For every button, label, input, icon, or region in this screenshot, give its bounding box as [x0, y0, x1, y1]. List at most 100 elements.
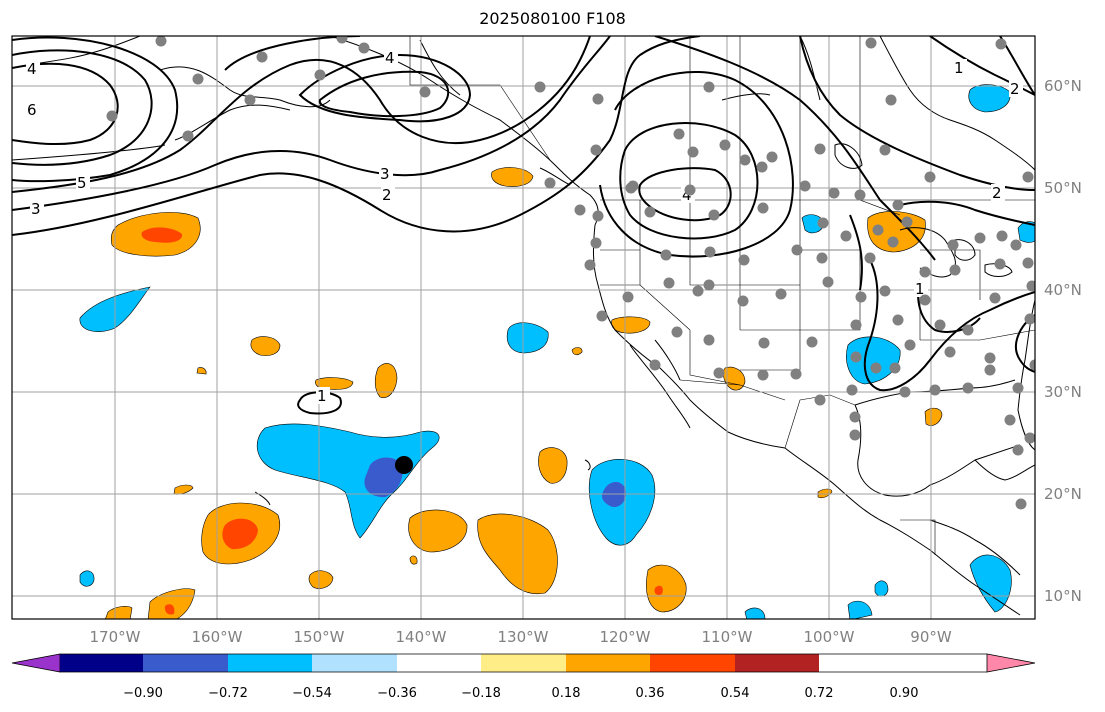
contour-line: [12, 36, 611, 211]
positive-anomaly-blob: [409, 555, 418, 565]
station-dot: [1026, 280, 1035, 292]
contour-line: [12, 49, 153, 166]
lon-tick-label: 170°W: [90, 628, 141, 646]
station-dot: [1024, 313, 1035, 325]
colorbar-cell: [228, 654, 312, 672]
contour-label: 4: [385, 49, 395, 67]
lon-tick-label: 90°W: [910, 628, 952, 646]
station-dot: [358, 42, 370, 54]
station-dot: [974, 232, 986, 244]
station-dot: [192, 73, 204, 85]
negative-anomaly-blob: [79, 570, 95, 587]
contour-labels: 4 6 5 3 4 3 2 1 4 2 1 2 1: [26, 49, 1023, 405]
station-dot: [799, 180, 811, 192]
contour-line: [619, 122, 759, 240]
colorbar-cell: [397, 654, 481, 672]
map-title: 2025080100 F108: [479, 9, 626, 28]
contour-label: 4: [27, 60, 37, 78]
contour-label: 1: [317, 387, 327, 405]
contour-label: 2: [1010, 80, 1020, 98]
contour-line: [12, 62, 119, 145]
station-dot: [901, 216, 913, 228]
contour-line: [899, 200, 1035, 226]
station-dot: [649, 359, 661, 371]
colorbar: −0.90 −0.72 −0.54 −0.36 −0.18 0.18 0.36 …: [11, 653, 1036, 701]
station-dot: [314, 69, 326, 81]
contour-line: [599, 71, 794, 258]
lat-tick-label: 30°N: [1044, 383, 1082, 401]
station-dot: [596, 310, 608, 322]
colorbar-cell: [60, 654, 143, 672]
lon-tick-label: 130°W: [498, 628, 549, 646]
station-dot: [687, 146, 699, 158]
lat-tick-label: 40°N: [1044, 281, 1082, 299]
positive-anomaly-blob: [817, 488, 833, 499]
station-dot: [1022, 257, 1034, 269]
station-dot: [947, 239, 959, 251]
station-dot: [757, 369, 769, 381]
station-dot: [1024, 432, 1035, 444]
colorbar-tick-label: 0.36: [636, 686, 665, 701]
station-dot: [814, 394, 826, 406]
positive-anomaly-blob: [924, 407, 943, 426]
strong-positive-core: [222, 518, 258, 550]
colorbar-tick-label: 0.18: [552, 686, 581, 701]
positive-anomaly-blob: [477, 513, 558, 595]
station-dot: [704, 246, 716, 258]
station-dot: [775, 288, 787, 300]
contour-line: [12, 36, 701, 236]
negative-anomaly-blob: [968, 84, 1011, 113]
graticule: [12, 36, 1035, 619]
contour-line: [638, 167, 732, 222]
strong-positive-core: [164, 604, 175, 615]
colorbar-cell: [143, 654, 228, 672]
station-dot: [790, 368, 802, 380]
positive-anomaly-blob: [250, 336, 281, 356]
positive-anomaly-blob: [491, 167, 534, 187]
lat-tick-label: 60°N: [1044, 77, 1082, 95]
station-dot: [684, 184, 696, 196]
station-dot: [850, 319, 862, 331]
station-dot: [106, 110, 118, 122]
station-dot: [892, 314, 904, 326]
colorbar-tick-label: −0.54: [292, 686, 332, 701]
station-dot: [544, 177, 556, 189]
contour-label: 3: [380, 165, 390, 183]
station-dot: [919, 294, 931, 306]
colorbar-tick-label: −0.72: [208, 686, 248, 701]
contour-line: [318, 70, 450, 118]
station-dot: [419, 86, 431, 98]
colorbar-cell: [312, 654, 397, 672]
station-dot: [756, 161, 768, 173]
station-dot: [850, 351, 862, 363]
contour-line: [799, 36, 1035, 191]
negative-anomaly-blob: [847, 600, 873, 619]
colorbar-cell: [650, 654, 735, 672]
station-dot: [737, 295, 749, 307]
station-dot: [989, 292, 1001, 304]
positive-anomaly-blob: [105, 606, 133, 619]
colorbar-tick-label: 0.72: [805, 686, 834, 701]
contour-line: [1015, 314, 1035, 373]
strong-positive-core: [654, 585, 663, 596]
station-dot: [962, 382, 974, 394]
station-dot: [816, 252, 828, 264]
station-dot: [828, 187, 840, 199]
political-borders: [409, 36, 1035, 555]
station-dot: [887, 236, 899, 248]
station-dot: [949, 264, 961, 276]
station-dot: [817, 217, 829, 229]
colorbar-cell: [481, 654, 566, 672]
lat-tick-label: 50°N: [1044, 179, 1082, 197]
station-dot: [739, 154, 751, 166]
colorbar-min-extension: [11, 653, 61, 673]
station-dot: [584, 259, 596, 271]
colorbar-tick-label: −0.18: [461, 686, 501, 701]
station-dot: [703, 279, 715, 291]
station-dot: [995, 38, 1007, 50]
station-dot: [692, 285, 704, 297]
station-dot: [244, 94, 256, 106]
station-dot: [994, 258, 1006, 270]
station-dot: [708, 209, 720, 221]
